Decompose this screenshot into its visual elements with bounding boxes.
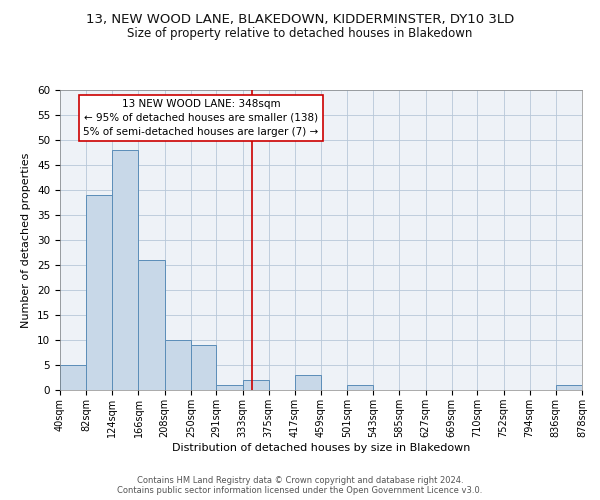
- Bar: [191, 345, 217, 390]
- Text: 13, NEW WOOD LANE, BLAKEDOWN, KIDDERMINSTER, DY10 3LD: 13, NEW WOOD LANE, BLAKEDOWN, KIDDERMINS…: [86, 12, 514, 26]
- Bar: [164, 340, 191, 390]
- Text: Size of property relative to detached houses in Blakedown: Size of property relative to detached ho…: [127, 28, 473, 40]
- Bar: [112, 150, 139, 390]
- Text: Contains HM Land Registry data © Crown copyright and database right 2024.: Contains HM Land Registry data © Crown c…: [137, 476, 463, 485]
- Bar: [217, 385, 242, 390]
- Bar: [60, 365, 86, 390]
- Text: 13 NEW WOOD LANE: 348sqm
← 95% of detached houses are smaller (138)
5% of semi-d: 13 NEW WOOD LANE: 348sqm ← 95% of detach…: [83, 99, 319, 137]
- Bar: [139, 260, 164, 390]
- Bar: [242, 380, 269, 390]
- Y-axis label: Number of detached properties: Number of detached properties: [22, 152, 31, 328]
- Bar: [86, 195, 112, 390]
- Bar: [295, 375, 321, 390]
- Bar: [347, 385, 373, 390]
- Text: Contains public sector information licensed under the Open Government Licence v3: Contains public sector information licen…: [118, 486, 482, 495]
- Bar: [556, 385, 582, 390]
- X-axis label: Distribution of detached houses by size in Blakedown: Distribution of detached houses by size …: [172, 442, 470, 452]
